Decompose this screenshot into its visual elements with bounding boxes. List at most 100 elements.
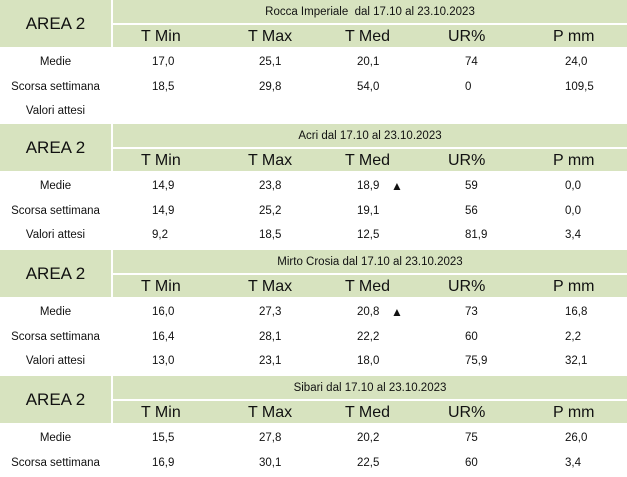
column-header: T Med <box>345 28 391 45</box>
table-row: Valori attesi 13,0 23,1 18,0 75,9 32,1 <box>0 350 627 375</box>
table-row: Medie 14,9 23,8 18,9 59 0,0 ▲ <box>0 175 627 200</box>
trend-up-icon: ▲ <box>391 179 403 193</box>
row-label: Medie <box>39 180 72 192</box>
table-cell: 27,8 <box>259 432 282 444</box>
row-label: Valori attesi <box>25 355 86 367</box>
column-header: UR% <box>448 152 486 169</box>
table-cell: 24,0 <box>565 56 588 68</box>
column-header: T Med <box>345 404 391 421</box>
table-cell: 18,5 <box>259 229 282 241</box>
trend-up-icon: ▲ <box>391 305 403 319</box>
table-cell: 56 <box>465 204 478 217</box>
table-body: Medie 14,9 23,8 18,9 59 0,0 ▲ Scorsa settimana 1… <box>0 175 627 249</box>
row-label: Scorsa settimana <box>11 456 100 469</box>
table-row: Medie 16,0 27,3 20,8 73 16,8 ▲ <box>0 301 627 326</box>
table-cell: 3,4 <box>565 456 581 469</box>
column-header-bar: T Min T Max T Med UR% P mm <box>113 149 627 171</box>
table-cell: 16,0 <box>152 306 175 318</box>
table-body: Medie 16,0 27,3 20,8 73 16,8 ▲ Scorsa settimana… <box>0 301 627 375</box>
column-header: T Min <box>141 28 181 45</box>
table-row: Medie 17,0 25,1 20,1 74 24,0 <box>0 51 627 76</box>
column-header: P mm <box>553 278 595 295</box>
table-cell: 14,9 <box>152 204 175 217</box>
table-cell: 16,8 <box>565 306 588 318</box>
table-cell: 16,4 <box>152 330 175 343</box>
table-cell: 28,1 <box>259 330 282 343</box>
column-header: T Max <box>248 152 293 169</box>
area-label: AREA 2 <box>0 250 111 297</box>
column-header: T Min <box>141 278 181 295</box>
table-cell: 18,0 <box>357 355 380 367</box>
table-header: AREA 2 Mirto Crosia dal 17.10 al 23.10.20… <box>0 250 627 297</box>
table-cell: 12,5 <box>357 229 380 241</box>
table-cell: 18,9 <box>357 180 380 192</box>
table-row: Scorsa settimana 18,5 29,8 54,0 0 109,5 <box>0 76 627 101</box>
table-cell: 32,1 <box>565 355 588 367</box>
row-label: Medie <box>39 306 72 318</box>
table-body: Medie 17,0 25,1 20,1 74 24,0 Scorsa settimana 1… <box>0 51 627 125</box>
column-header-bar: T Min T Max T Med UR% P mm <box>113 275 627 297</box>
table-row: Scorsa settimana 14,9 25,2 19,1 56 0,0 <box>0 200 627 225</box>
column-header: T Med <box>345 278 391 295</box>
table-cell: 75,9 <box>465 355 488 367</box>
table-cell: 26,0 <box>565 432 588 444</box>
row-label: Valori attesi <box>25 229 86 241</box>
table-cell: 60 <box>465 456 478 469</box>
table-cell: 81,9 <box>465 229 488 241</box>
area-label: AREA 2 <box>0 0 111 47</box>
area-label: AREA 2 <box>0 376 111 423</box>
column-header: T Min <box>141 404 181 421</box>
table-cell: 25,1 <box>259 56 282 68</box>
table-cell: 20,2 <box>357 432 380 444</box>
station-title: Rocca Imperiale dal 17.10 al 23.10.2023 <box>113 0 627 23</box>
table-row: Scorsa settimana 16,4 28,1 22,2 60 2,2 <box>0 326 627 351</box>
table-header: AREA 2 Acri dal 17.10 al 23.10.2023 T Min T… <box>0 124 627 171</box>
table-row: Medie 15,5 27,8 20,2 75 26,0 <box>0 427 627 452</box>
column-header: T Max <box>248 404 293 421</box>
table-body: Medie 15,5 27,8 20,2 75 26,0 Scorsa settimana 1… <box>0 427 627 476</box>
table-cell: 25,2 <box>259 204 282 217</box>
table-cell: 0 <box>465 80 472 93</box>
table-cell: 20,1 <box>357 56 380 68</box>
table-cell: 20,8 <box>357 306 380 318</box>
table-cell: 109,5 <box>565 80 594 93</box>
table-cell: 30,1 <box>259 456 282 469</box>
column-header: UR% <box>448 28 486 45</box>
table-cell: 13,0 <box>152 355 175 367</box>
table-header: AREA 2 Rocca Imperiale dal 17.10 al 23.10… <box>0 0 627 47</box>
column-header: T Min <box>141 152 181 169</box>
table-cell: 60 <box>465 330 478 343</box>
table-cell: 73 <box>465 306 478 318</box>
row-label: Medie <box>39 432 72 444</box>
station-table: AREA 2 Acri dal 17.10 al 23.10.2023 T Min T… <box>0 124 627 241</box>
column-header: T Max <box>248 28 293 45</box>
column-header: T Med <box>345 152 391 169</box>
column-header: UR% <box>448 278 486 295</box>
station-title: Mirto Crosia dal 17.10 al 23.10.2023 <box>113 250 627 273</box>
row-label: Medie <box>39 56 72 68</box>
table-cell: 17,0 <box>152 56 175 68</box>
column-header-bar: T Min T Max T Med UR% P mm <box>113 25 627 47</box>
station-title: Sibari dal 17.10 al 23.10.2023 <box>113 376 627 399</box>
station-table: AREA 2 Sibari dal 17.10 al 23.10.2023 T Mi… <box>0 376 627 469</box>
station-title: Acri dal 17.10 al 23.10.2023 <box>113 124 627 147</box>
table-cell: 16,9 <box>152 456 175 469</box>
table-cell: 19,1 <box>357 204 380 217</box>
area-label: AREA 2 <box>0 124 111 171</box>
table-cell: 59 <box>465 180 478 192</box>
table-row: Valori attesi <box>0 100 627 125</box>
table-header: AREA 2 Sibari dal 17.10 al 23.10.2023 T Mi… <box>0 376 627 423</box>
table-cell: 29,8 <box>259 80 282 93</box>
table-cell: 27,3 <box>259 306 282 318</box>
row-label: Scorsa settimana <box>11 204 100 217</box>
row-label: Scorsa settimana <box>11 80 100 93</box>
table-row: Scorsa settimana 16,9 30,1 22,5 60 3,4 <box>0 452 627 477</box>
row-label: Valori attesi <box>25 105 86 117</box>
table-cell: 23,1 <box>259 355 282 367</box>
table-cell: 54,0 <box>357 80 380 93</box>
table-cell: 3,4 <box>565 229 581 241</box>
table-cell: 2,2 <box>565 330 581 343</box>
table-row: Valori attesi 9,2 18,5 12,5 81,9 3,4 <box>0 224 627 249</box>
table-cell: 74 <box>465 56 478 68</box>
row-label: Scorsa settimana <box>11 330 100 343</box>
